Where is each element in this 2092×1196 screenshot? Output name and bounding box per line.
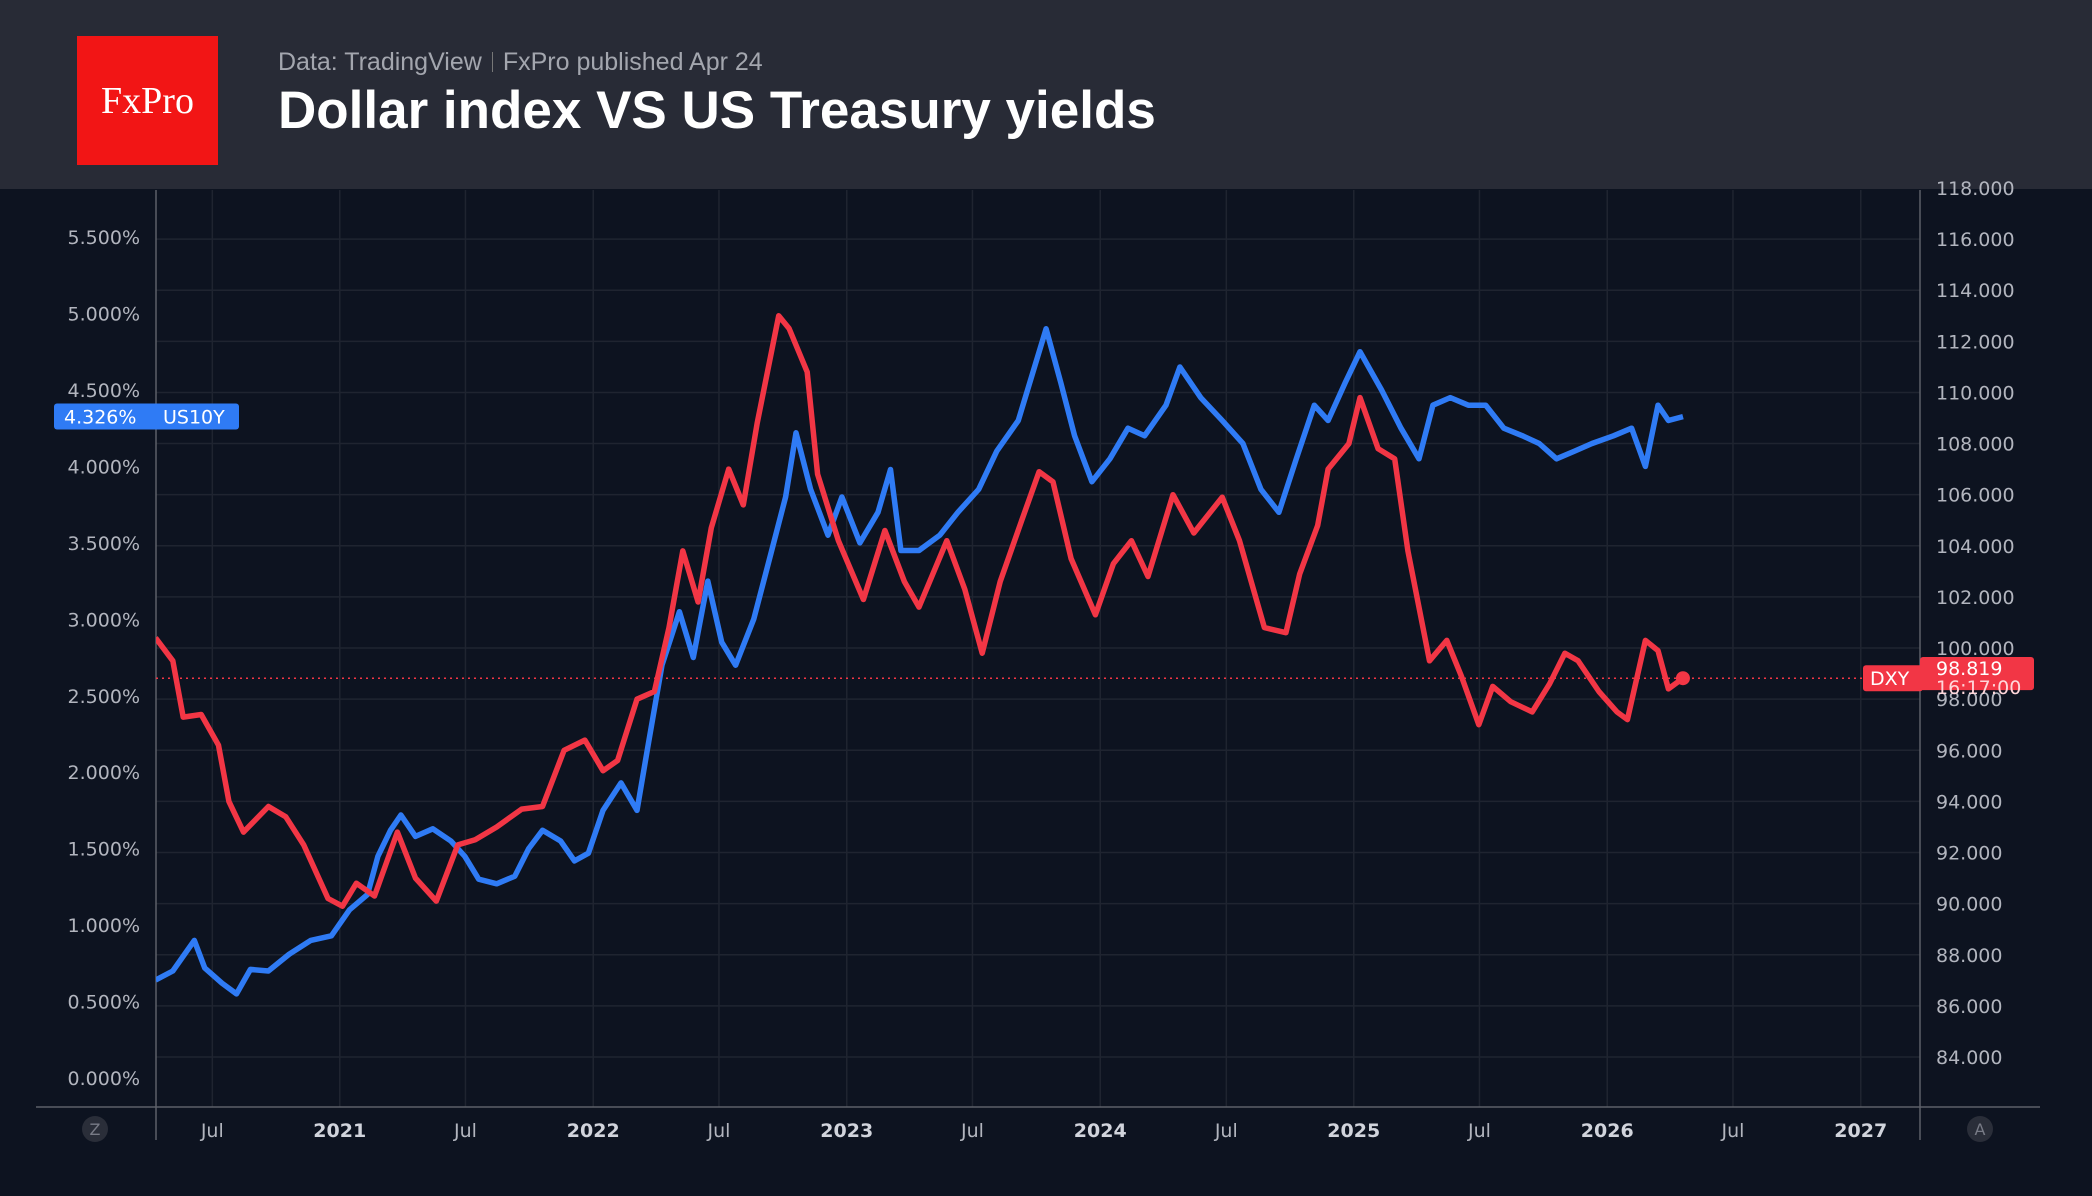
right-axis-tick-label: 104.000 bbox=[1936, 536, 2015, 558]
subtitle: Data: TradingView FxPro published Apr 24 bbox=[278, 48, 763, 77]
right-axis-tick-label: 86.000 bbox=[1936, 996, 2002, 1018]
publisher: FxPro published Apr 24 bbox=[502, 48, 763, 76]
x-axis-tick-label: 2023 bbox=[820, 1120, 873, 1142]
left-axis-tick-label: 0.500% bbox=[68, 992, 140, 1014]
right-axis-tick-label: 116.000 bbox=[1936, 229, 2015, 251]
right-axis-tick-label: 110.000 bbox=[1936, 382, 2015, 404]
right-axis-tick-label: 92.000 bbox=[1936, 843, 2002, 865]
left-axis-tick-label: 2.500% bbox=[68, 686, 140, 708]
us10y-series-name: US10Y bbox=[163, 407, 225, 429]
right-axis-tick-label: 96.000 bbox=[1936, 740, 2002, 762]
auto-scale-button[interactable] bbox=[1967, 1116, 1993, 1142]
dxy-series-line bbox=[156, 313, 1685, 909]
x-axis-tick-label: 2025 bbox=[1327, 1120, 1380, 1142]
left-axis-tick-label: 1.500% bbox=[68, 839, 140, 861]
x-axis-tick-label: Jul bbox=[1720, 1120, 1744, 1142]
x-axis-tick-label: 2021 bbox=[313, 1120, 366, 1142]
left-axis-tick-label: 5.500% bbox=[68, 227, 140, 249]
us10y-label-badge bbox=[54, 403, 239, 430]
dxy-name-badge bbox=[1863, 665, 1923, 692]
right-axis-tick-label: 102.000 bbox=[1936, 587, 2015, 609]
us10y-series-line bbox=[156, 326, 1684, 997]
dxy-last-point-marker bbox=[1675, 671, 1690, 686]
dxy-time-label: 16:17:00 bbox=[1936, 677, 2021, 699]
auto-scale-button-label[interactable]: A bbox=[1975, 1120, 1986, 1139]
left-axis-tick-label: 2.000% bbox=[68, 762, 140, 784]
left-axis-tick-label: 5.000% bbox=[68, 304, 140, 326]
x-axis-tick-label: Jul bbox=[453, 1120, 477, 1142]
x-axis-tick-label: Jul bbox=[1214, 1120, 1238, 1142]
left-axis-tick-label: 4.000% bbox=[68, 456, 140, 478]
x-axis-tick-label: Jul bbox=[960, 1120, 984, 1142]
x-axis-tick-label: 2026 bbox=[1581, 1120, 1634, 1142]
x-axis-tick-label: Jul bbox=[1467, 1120, 1491, 1142]
x-axis-tick-label: Jul bbox=[706, 1120, 730, 1142]
x-axis-tick-label: Jul bbox=[200, 1120, 224, 1142]
left-axis-tick-label: 4.500% bbox=[68, 380, 140, 402]
x-axis-tick-label: 2022 bbox=[567, 1120, 620, 1142]
chart-title: Dollar index VS US Treasury yields bbox=[278, 81, 1156, 140]
dxy-value-badge bbox=[1920, 657, 2034, 691]
us10y-last-value: 4.326% bbox=[64, 407, 136, 429]
right-axis-tick-label: 94.000 bbox=[1936, 791, 2002, 813]
right-axis-tick-label: 90.000 bbox=[1936, 894, 2002, 916]
header: FxPro Data: TradingView FxPro published A… bbox=[0, 0, 2092, 189]
x-axis-tick-label: 2027 bbox=[1834, 1120, 1887, 1142]
left-axis-tick-label: 3.000% bbox=[68, 609, 140, 631]
plot-area bbox=[156, 313, 1685, 997]
right-axis-tick-label: 100.000 bbox=[1936, 638, 2015, 660]
data-source: Data: TradingView bbox=[278, 48, 482, 76]
timezone-button-label[interactable]: Z bbox=[90, 1120, 101, 1139]
left-axis-tick-label: 1.000% bbox=[68, 915, 140, 937]
timezone-button[interactable] bbox=[82, 1116, 108, 1142]
right-axis-tick-label: 112.000 bbox=[1936, 331, 2015, 353]
right-axis-tick-label: 108.000 bbox=[1936, 434, 2015, 456]
right-axis-tick-label: 118.000 bbox=[1936, 178, 2015, 200]
separator bbox=[491, 52, 493, 72]
right-axis-tick-label: 88.000 bbox=[1936, 945, 2002, 967]
x-axis-tick-label: 2024 bbox=[1074, 1120, 1127, 1142]
right-axis-tick-label: 98.000 bbox=[1936, 689, 2002, 711]
right-axis-tick-label: 106.000 bbox=[1936, 485, 2015, 507]
right-axis-tick-label: 114.000 bbox=[1936, 280, 2015, 302]
dxy-last-value: 98.819 bbox=[1936, 658, 2002, 680]
fxpro-logo: FxPro bbox=[77, 36, 218, 165]
left-axis-tick-label: 3.500% bbox=[68, 533, 140, 555]
right-axis-tick-label: 84.000 bbox=[1936, 1047, 2002, 1069]
left-axis-tick-label: 0.000% bbox=[68, 1068, 140, 1090]
dxy-series-name: DXY bbox=[1870, 668, 1910, 690]
